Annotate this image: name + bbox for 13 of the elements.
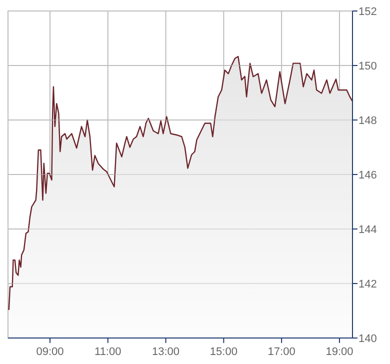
y-tick-label: 142 xyxy=(358,278,377,290)
y-tick-label: 140 xyxy=(358,333,377,345)
y-tick-label: 150 xyxy=(358,60,377,72)
x-tick-label: 19:00 xyxy=(326,346,354,358)
y-tick-label: 148 xyxy=(358,115,377,127)
x-tick-label: 15:00 xyxy=(210,346,238,358)
y-tick-label: 146 xyxy=(358,170,377,182)
x-tick-label: 11:00 xyxy=(94,346,122,358)
x-tick-label: 13:00 xyxy=(152,346,180,358)
y-tick-label: 152 xyxy=(358,6,377,18)
x-tick-label: 17:00 xyxy=(268,346,296,358)
y-tick-label: 144 xyxy=(358,224,377,236)
x-tick-label: 09:00 xyxy=(36,346,64,358)
